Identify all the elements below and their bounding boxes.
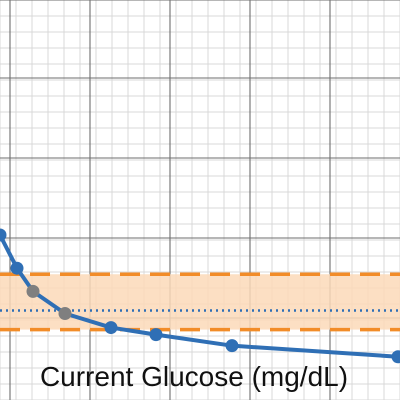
data-point bbox=[225, 339, 239, 353]
x-axis-label: Current Glucose (mg/dL) bbox=[40, 361, 348, 392]
target-range-band bbox=[0, 272, 400, 332]
data-point bbox=[391, 350, 400, 364]
data-point bbox=[58, 306, 72, 320]
data-point bbox=[104, 321, 118, 335]
data-point bbox=[10, 261, 24, 275]
data-point bbox=[149, 328, 163, 342]
target-band-fill bbox=[0, 274, 400, 330]
data-point bbox=[26, 284, 40, 298]
glucose-points bbox=[0, 228, 400, 364]
data-point bbox=[0, 228, 7, 242]
